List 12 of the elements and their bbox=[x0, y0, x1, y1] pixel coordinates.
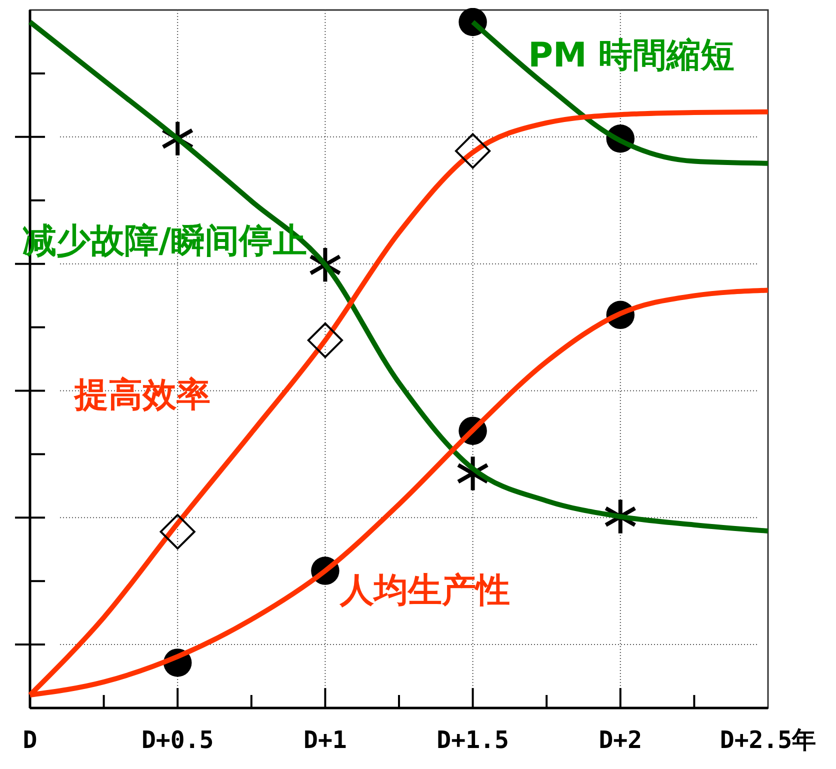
series-label: PM 時間縮短 bbox=[528, 36, 735, 76]
point bbox=[307, 322, 343, 358]
x-tick-label: D bbox=[22, 726, 38, 754]
x-tick-label: D+1 bbox=[304, 726, 347, 754]
series-label: 提高效率 bbox=[73, 375, 210, 416]
x-tick-label: D+2 bbox=[598, 726, 642, 754]
x-tick-label: D+0.5 bbox=[141, 726, 214, 754]
x-tick-label: D+1.5 bbox=[436, 726, 509, 754]
point bbox=[160, 514, 196, 550]
x-tick-label: D+2.5年 bbox=[720, 726, 816, 754]
series-label: 人均生产性 bbox=[338, 570, 510, 611]
point bbox=[455, 133, 491, 169]
